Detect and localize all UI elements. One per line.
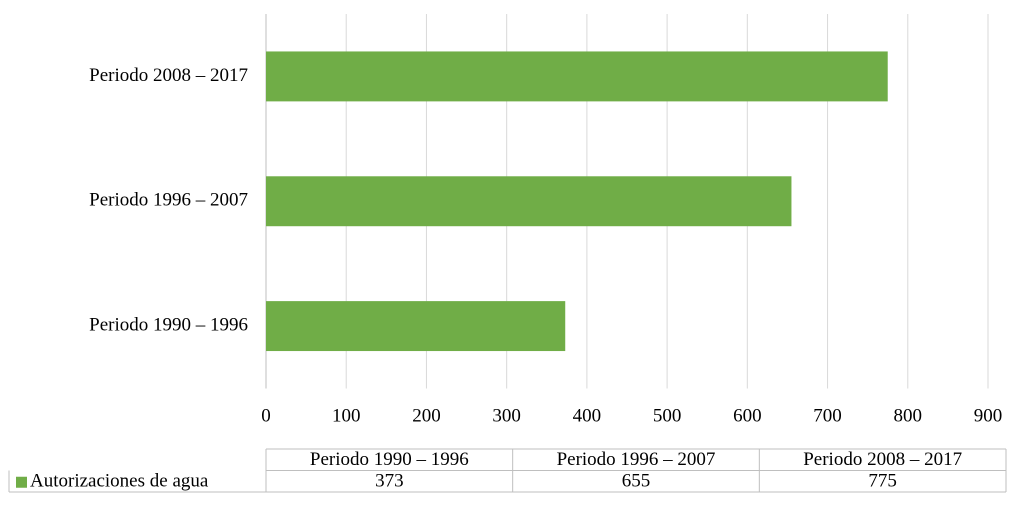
table-value: 775	[868, 471, 897, 492]
legend-swatch	[16, 476, 27, 488]
x-tick-label: 700	[813, 405, 842, 426]
x-tick-label: 800	[894, 405, 923, 426]
y-tick-label: Periodo 2008 – 2017	[89, 65, 248, 86]
table-header: Periodo 1996 – 2007	[557, 449, 716, 470]
table-value: 655	[622, 471, 651, 492]
x-tick-label: 100	[332, 405, 361, 426]
table-value: 373	[375, 471, 404, 492]
legend-label: Autorizaciones de agua	[30, 471, 209, 492]
table-header: Periodo 1990 – 1996	[310, 449, 469, 470]
table-header: Periodo 2008 – 2017	[803, 449, 962, 470]
y-tick-label: Periodo 1990 – 1996	[89, 314, 248, 335]
bar	[266, 301, 566, 352]
y-tick-label: Periodo 1996 – 2007	[89, 190, 248, 211]
x-tick-label: 600	[733, 405, 762, 426]
x-tick-label: 300	[492, 405, 521, 426]
bar	[266, 51, 888, 102]
x-tick-label: 500	[653, 405, 682, 426]
bar	[266, 176, 792, 227]
x-tick-label: 400	[573, 405, 602, 426]
x-tick-label: 900	[974, 405, 1003, 426]
x-tick-label: 200	[412, 405, 441, 426]
x-tick-label: 0	[261, 405, 271, 426]
